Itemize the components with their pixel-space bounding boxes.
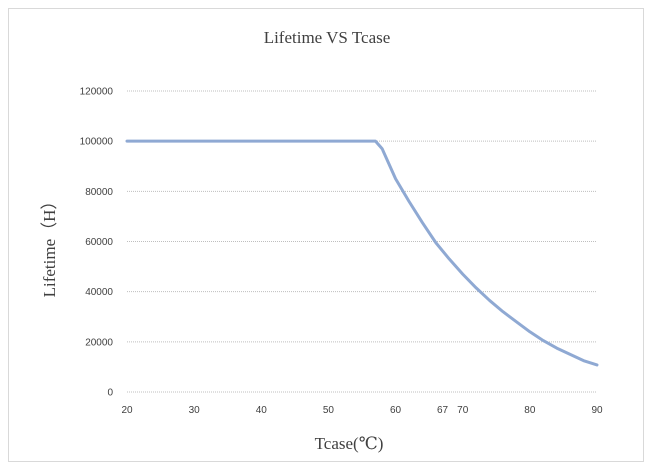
x-tick-label-50: 50 bbox=[323, 405, 335, 416]
x-tick-label-40: 40 bbox=[256, 405, 268, 416]
y-tick-label-0: 0 bbox=[107, 388, 113, 399]
x-axis-ticks: 20 30 40 50 60 67 70 80 90 bbox=[121, 405, 603, 416]
chart-frame: Lifetime VS Tcase 0 20000 40000 60000 80000 1… bbox=[8, 8, 644, 462]
x-tick-label-20: 20 bbox=[121, 405, 133, 416]
y-axis-ticks: 0 20000 40000 60000 80000 100000 120000 bbox=[80, 87, 114, 399]
y-tick-label-20000: 20000 bbox=[85, 337, 113, 348]
x-tick-label-90: 90 bbox=[591, 405, 603, 416]
lifetime-vs-tcase-chart: Lifetime VS Tcase 0 20000 40000 60000 80000 1… bbox=[40, 28, 603, 453]
series-layer bbox=[125, 139, 599, 367]
y-tick-label-120000: 120000 bbox=[80, 87, 114, 98]
grid-layer bbox=[127, 90, 597, 393]
y-tick-label-80000: 80000 bbox=[85, 187, 113, 198]
y-tick-label-60000: 60000 bbox=[85, 237, 113, 248]
x-tick-label-60: 60 bbox=[390, 405, 402, 416]
y-axis-title: Lifetime（H） bbox=[40, 193, 59, 298]
x-tick-label-30: 30 bbox=[189, 405, 201, 416]
y-tick-label-40000: 40000 bbox=[85, 287, 113, 298]
x-tick-label-67: 67 bbox=[437, 405, 449, 416]
x-tick-label-70: 70 bbox=[457, 405, 469, 416]
x-tick-label-80: 80 bbox=[524, 405, 536, 416]
x-axis-title: Tcase(℃) bbox=[315, 434, 384, 453]
chart-title: Lifetime VS Tcase bbox=[264, 28, 391, 47]
y-tick-label-100000: 100000 bbox=[80, 137, 114, 148]
series-line-0 bbox=[125, 139, 599, 367]
